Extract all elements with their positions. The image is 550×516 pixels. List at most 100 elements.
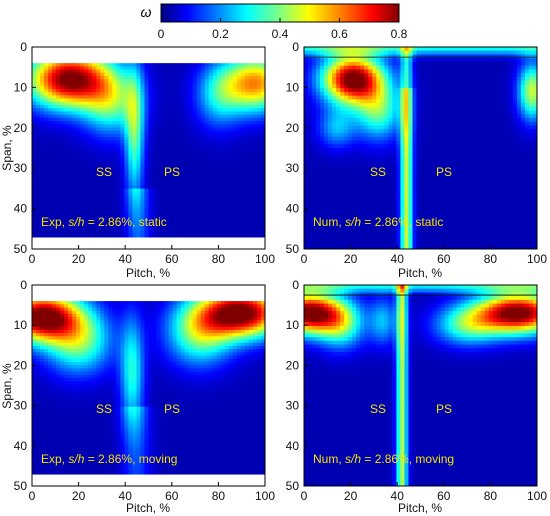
heatmap-cell [36,153,41,158]
heatmap-cell [400,144,406,149]
heatmap-cell [512,136,518,142]
heatmap-cell [124,69,130,74]
heatmap-cell [204,85,210,90]
heatmap-cell [244,114,250,119]
heatmap-cell [192,121,198,125]
heatmap-cell [172,133,178,138]
heatmap-cell [192,101,198,106]
heatmap-cell [452,110,458,115]
heatmap-cell [252,159,258,164]
heatmap-cell [128,127,134,132]
heatmap-cell [204,79,210,84]
heatmap-cell [256,182,262,187]
heatmap-cell [164,150,170,154]
heatmap-cell [408,133,414,138]
heatmap-cell [140,188,146,193]
heatmap-cell [448,125,454,130]
heatmap-cell [324,91,329,97]
heatmap-cell [44,79,49,84]
heatmap-cell [376,114,381,119]
heatmap-cell [152,124,158,129]
heatmap-cell [360,106,365,112]
heatmap-cell [80,185,85,190]
heatmap-cell [128,185,134,190]
heatmap-cell [368,47,373,52]
heatmap-cell [56,104,61,109]
heatmap-cell [532,47,537,52]
heatmap-cell [144,204,150,209]
heatmap-cell [420,84,426,89]
heatmap-cell [152,166,158,170]
heatmap-cell [432,84,438,89]
heatmap-cell [152,82,158,87]
heatmap-cell [448,114,454,119]
heatmap-cell [308,129,313,134]
heatmap-cell [188,178,194,183]
heatmap-cell [64,85,69,90]
heatmap-cell [252,143,258,148]
heatmap-cell [104,211,109,215]
heatmap-cell [224,195,230,199]
heatmap-cell [508,148,514,153]
heatmap-cell [92,153,97,158]
heatmap-cell [500,50,506,56]
heatmap-cell [116,92,121,96]
heatmap-cell [172,117,178,122]
heatmap-cell [452,91,458,97]
heatmap-cell [136,201,142,206]
heatmap-cell [76,204,81,209]
heatmap-cell [240,82,246,87]
heatmap-cell [44,172,49,177]
heatmap-cell [120,95,125,100]
colorbar-tick-label: 0.6 [331,27,348,41]
heatmap-cell [104,156,109,161]
heatmap-cell [332,110,337,115]
heatmap-cell [180,137,186,141]
heatmap-cell [504,99,510,104]
heatmap-cell [216,95,222,100]
heatmap-cell [260,198,265,203]
heatmap-field [32,63,265,238]
heatmap-cell [344,95,349,100]
heatmap-cell [116,153,121,158]
heatmap-cell [368,136,373,142]
heatmap-cell [236,150,242,154]
heatmap-cell [116,207,121,212]
heatmap-cell [232,95,238,100]
heatmap-cell [532,133,537,138]
heatmap-cell [140,130,146,135]
heatmap-cell [364,133,369,138]
heatmap-cell [52,111,57,116]
heatmap-cell [364,155,369,160]
heatmap-cell [180,175,186,180]
heatmap-cell [260,169,265,174]
heatmap-cell [136,150,142,154]
heatmap-cell [160,185,166,190]
heatmap-cell [396,140,402,145]
heatmap-cell [184,220,190,225]
heatmap-cell [420,118,426,123]
heatmap-cell [56,117,61,122]
heatmap-cell [164,166,170,170]
heatmap-cell [228,121,234,125]
heatmap-cell [372,95,377,100]
heatmap-cell [92,133,97,138]
heatmap-cell [176,230,182,235]
heatmap-cell [320,103,325,108]
heatmap-cell [460,54,466,59]
heatmap-cell [364,148,369,153]
heatmap-cell [484,129,490,134]
heatmap-cell [520,88,526,93]
heatmap-cell [144,101,150,106]
heatmap-cell [164,185,170,190]
heatmap-cell [88,230,93,235]
heatmap-cell [376,99,381,104]
heatmap-cell [316,84,321,89]
heatmap-cell [392,159,397,164]
heatmap-cell [424,133,430,138]
heatmap-cell [68,63,73,67]
heatmap-cell [220,85,226,90]
heatmap-cell [100,217,105,222]
heatmap-cell [488,144,494,149]
heatmap-cell [148,117,154,122]
